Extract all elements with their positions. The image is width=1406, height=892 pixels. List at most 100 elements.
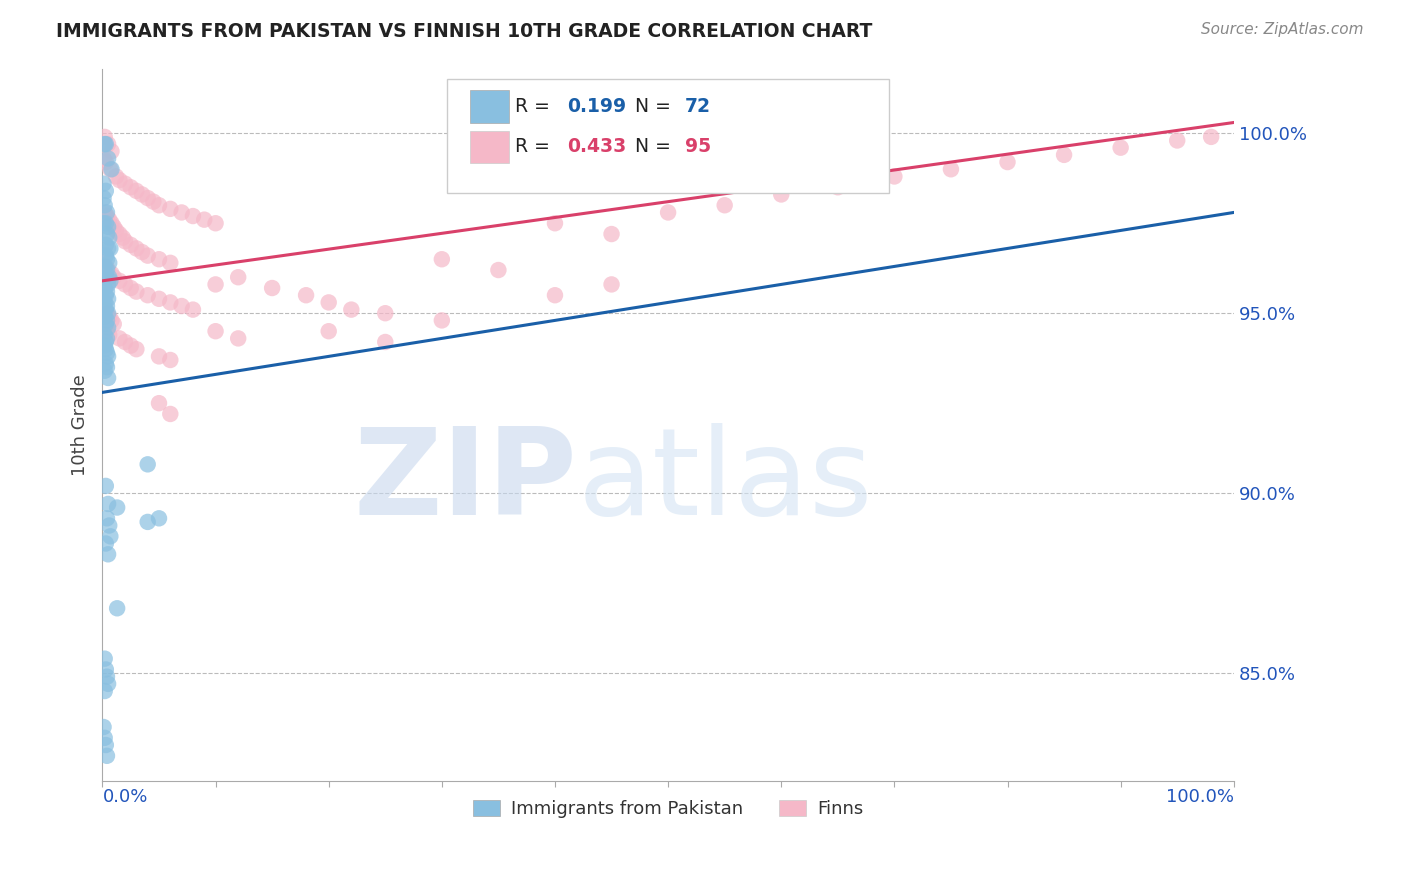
Point [93, 191, 115, 205]
Point [93, 281, 115, 295]
Point [94, 302, 117, 317]
Point [159, 202, 181, 216]
Text: R =: R = [516, 96, 557, 116]
Point [93, 338, 115, 352]
Point [340, 302, 363, 317]
Point [170, 205, 193, 219]
Point [96, 285, 118, 299]
Point [374, 306, 396, 320]
Point [204, 277, 226, 292]
Point [193, 212, 215, 227]
Point [148, 252, 170, 267]
Point [430, 252, 453, 267]
Point [125, 242, 148, 256]
Point [96, 511, 118, 525]
Point [96, 324, 118, 338]
Point [1053, 148, 1076, 162]
Point [93, 302, 115, 317]
Point [93, 256, 115, 270]
Point [94, 662, 117, 676]
Point [98, 310, 121, 324]
Point [105, 169, 128, 184]
Point [114, 277, 136, 292]
Point [120, 338, 142, 352]
Point [159, 295, 181, 310]
Point [96, 748, 118, 763]
Point [1109, 141, 1132, 155]
Point [181, 302, 204, 317]
Point [97, 350, 120, 364]
Point [93, 684, 115, 698]
Point [142, 194, 165, 209]
Point [94, 137, 117, 152]
Point [114, 334, 136, 349]
Point [148, 511, 170, 525]
Point [93, 310, 115, 324]
Point [98, 327, 121, 342]
Point [97, 677, 120, 691]
Point [98, 529, 121, 543]
Point [108, 173, 131, 187]
Point [94, 216, 117, 230]
Point [94, 260, 117, 274]
Text: Source: ZipAtlas.com: Source: ZipAtlas.com [1201, 22, 1364, 37]
Point [98, 230, 121, 244]
Text: R =: R = [516, 137, 557, 156]
Point [657, 205, 679, 219]
Point [939, 162, 962, 177]
Y-axis label: 10th Grade: 10th Grade [72, 374, 89, 475]
Point [94, 184, 117, 198]
Point [120, 180, 142, 194]
Point [770, 187, 793, 202]
Point [94, 155, 117, 169]
Point [97, 306, 120, 320]
Point [318, 324, 340, 338]
Point [170, 299, 193, 313]
Point [94, 536, 117, 550]
Point [105, 500, 128, 515]
Point [600, 277, 623, 292]
FancyBboxPatch shape [470, 90, 509, 123]
Point [997, 155, 1019, 169]
Point [93, 177, 115, 191]
Text: N =: N = [623, 137, 676, 156]
Point [96, 209, 118, 223]
Point [93, 295, 115, 310]
Text: atlas: atlas [578, 424, 873, 541]
Point [94, 479, 117, 493]
Point [93, 129, 115, 144]
Text: 0.433: 0.433 [568, 137, 627, 156]
Point [93, 205, 115, 219]
Point [97, 277, 120, 292]
Point [486, 263, 509, 277]
Point [97, 137, 120, 152]
Text: 0.199: 0.199 [568, 96, 627, 116]
Point [94, 237, 117, 252]
Point [96, 331, 118, 345]
Point [98, 518, 121, 533]
Point [125, 342, 148, 356]
Point [374, 334, 396, 349]
Point [114, 177, 136, 191]
Text: 100.0%: 100.0% [1166, 789, 1234, 806]
Point [94, 267, 117, 281]
Text: 0.0%: 0.0% [103, 789, 148, 806]
Point [96, 306, 118, 320]
Point [97, 242, 120, 256]
Point [93, 260, 115, 274]
Point [136, 288, 159, 302]
Point [96, 252, 118, 267]
Point [98, 162, 121, 177]
Point [262, 281, 284, 295]
Point [100, 216, 122, 230]
Point [120, 281, 142, 295]
Point [295, 288, 318, 302]
Point [94, 334, 117, 349]
Point [100, 267, 122, 281]
Point [100, 313, 122, 327]
Point [318, 295, 340, 310]
Point [713, 198, 735, 212]
Point [97, 292, 120, 306]
Point [148, 198, 170, 212]
Point [544, 216, 567, 230]
